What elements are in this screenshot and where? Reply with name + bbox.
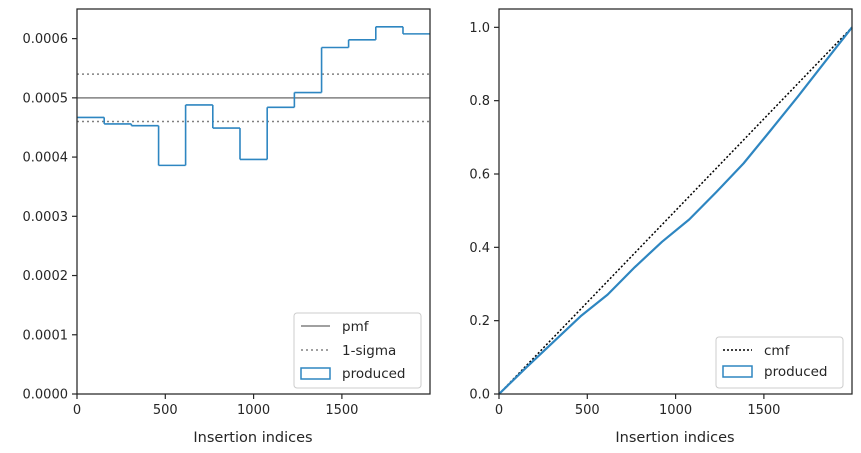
pmf-x-ticks: 0 500 1000 1500 <box>73 394 358 418</box>
pmf-y-tick-label: 0.0001 <box>23 328 69 343</box>
cmf-x-tick-label: 0 <box>495 403 503 418</box>
cmf-y-tick-label: 0.6 <box>469 168 490 183</box>
pmf-panel: 0.0000 0.0001 0.0002 0.0003 0.0004 0.0005 0.00… <box>23 8 431 446</box>
cmf-x-ticks: 0 500 1000 1500 <box>495 394 780 418</box>
pmf-y-tick-label: 0.0006 <box>23 32 69 47</box>
cmf-y-tick-label: 1.0 <box>469 21 490 36</box>
produced-histogram <box>77 25 430 167</box>
cmf-frame <box>498 8 853 395</box>
legend-produced-swatch-2 <box>722 365 753 378</box>
cmf-y-tick-label: 0.8 <box>469 94 490 109</box>
cmf-x-tick-label: 1500 <box>747 403 780 418</box>
cmf-y-tick-label: 0.4 <box>469 241 490 256</box>
cmf-plot-area <box>499 9 852 394</box>
legend-produced-swatch <box>300 367 331 380</box>
legend-sigma-label: 1-sigma <box>342 343 396 359</box>
pmf-x-tick-label: 1500 <box>325 403 358 418</box>
pmf-y-ticks: 0.0000 0.0001 0.0002 0.0003 0.0004 0.0005 0.00… <box>23 32 77 403</box>
pmf-x-tick-label: 1000 <box>237 403 270 418</box>
cmf-x-tick-label: 500 <box>575 403 600 418</box>
legend-cmf-label: cmf <box>764 343 791 359</box>
legend-produced-label: produced <box>342 366 406 382</box>
legend-pmf-label: pmf <box>342 319 370 335</box>
cmf-y-ticks: 0.0 0.2 0.4 0.6 0.8 1.0 <box>469 21 499 403</box>
cmf-line <box>498 26 853 395</box>
pmf-x-tick-label: 0 <box>73 403 81 418</box>
pmf-legend: pmf 1-sigma produced <box>293 312 422 389</box>
cmf-legend: cmf produced <box>715 336 844 389</box>
pmf-x-tick-label: 500 <box>153 403 178 418</box>
pmf-frame <box>76 8 431 395</box>
cmf-x-axis-label: Insertion indices <box>615 430 734 446</box>
cmf-y-tick-label: 0.0 <box>469 388 490 403</box>
cmf-y-tick-label: 0.2 <box>469 314 490 329</box>
pmf-y-tick-label: 0.0005 <box>23 91 69 106</box>
pmf-y-tick-label: 0.0003 <box>23 210 69 225</box>
cmf-x-tick-label: 1000 <box>659 403 692 418</box>
legend-produced-label-2: produced <box>764 364 828 380</box>
pmf-x-axis-label: Insertion indices <box>193 430 312 446</box>
pmf-y-tick-label: 0.0004 <box>23 151 69 166</box>
cmf-panel: 0.0 0.2 0.4 0.6 0.8 1.0 0 500 1000 1500 Insertio… <box>469 8 853 446</box>
pmf-y-tick-label: 0.0000 <box>23 388 69 403</box>
produced-cumulative-line <box>498 26 853 395</box>
pmf-legend-box <box>293 312 422 389</box>
pmf-y-tick-label: 0.0002 <box>23 269 69 284</box>
